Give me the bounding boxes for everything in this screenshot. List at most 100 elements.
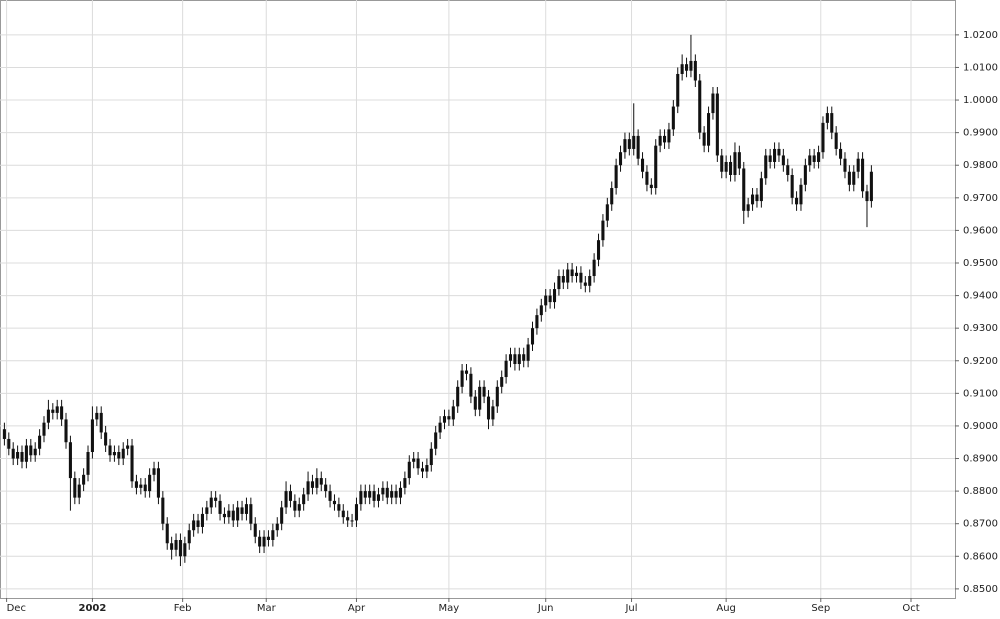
candle-body (372, 491, 376, 501)
candle-body (504, 360, 508, 378)
candle-body (548, 295, 552, 303)
candle-body (843, 158, 847, 172)
y-tick-label: 0.9300 (963, 323, 998, 334)
candle-body (73, 478, 77, 498)
candle-body (315, 478, 319, 488)
candle-body (82, 474, 86, 485)
candle-body (596, 240, 601, 260)
candle-body (293, 500, 297, 511)
candle-body (390, 491, 394, 498)
candles (2, 34, 873, 567)
x-tick-label: Dec (7, 603, 26, 614)
candle-body (7, 438, 11, 449)
candle-body (680, 64, 684, 74)
candle-body (517, 354, 521, 365)
candle-body (865, 191, 869, 202)
grid (0, 0, 959, 602)
candle-body (161, 497, 165, 524)
candle-body (632, 135, 636, 149)
candle-body (654, 145, 658, 189)
candle-body (244, 504, 248, 514)
candle-body (64, 419, 68, 443)
candle-body (636, 135, 640, 159)
candle-body (152, 468, 156, 475)
candle-body (478, 386, 482, 410)
candle-body (130, 445, 134, 482)
candle-body (645, 171, 649, 185)
candle-body (275, 523, 279, 531)
candle-body (662, 135, 667, 143)
candle-body (469, 373, 473, 397)
candle-body (557, 276, 561, 290)
candle-body (51, 409, 55, 413)
candle-body (262, 536, 266, 547)
candle-body (341, 510, 345, 518)
candle-body (742, 168, 746, 211)
candle-body (407, 461, 411, 479)
candle-body (707, 113, 711, 146)
candle-body (702, 132, 706, 146)
candle-body (442, 416, 447, 423)
candle-body (627, 139, 631, 149)
candle-body (825, 113, 829, 123)
candle-body (121, 448, 125, 459)
candle-body (803, 165, 807, 185)
candle-body (222, 513, 226, 518)
candle-body (134, 481, 138, 488)
candle-body (381, 487, 385, 495)
candle-body (288, 491, 293, 501)
candle-body (649, 184, 653, 189)
candle-body (583, 282, 587, 286)
candle-body (280, 507, 284, 524)
candle-body (156, 468, 160, 498)
candle-body (174, 539, 178, 550)
candle-body (698, 80, 702, 133)
candle-body (86, 452, 90, 475)
candle-body (808, 155, 812, 166)
candle-body (192, 520, 196, 531)
candle-body (570, 269, 574, 277)
candle-body (24, 445, 28, 462)
candle-body (671, 106, 675, 130)
candle-body (460, 370, 464, 387)
candle-body (29, 445, 33, 456)
candle-body (601, 220, 605, 241)
candle-body (112, 452, 116, 456)
plot-area (0, 0, 956, 599)
candle-body (839, 148, 843, 159)
candle-body (495, 386, 499, 407)
candle-body (209, 497, 213, 508)
candle-body (363, 491, 367, 498)
candle-body (526, 344, 530, 361)
candle-body (143, 484, 147, 492)
candle-body (438, 422, 442, 433)
candle-body (486, 396, 491, 420)
candle-body (530, 328, 535, 345)
candle-body (16, 452, 20, 459)
x-tick-label: Sep (811, 603, 830, 614)
candle-body (319, 478, 323, 485)
x-tick-label: May (439, 603, 460, 614)
candle-body (473, 396, 477, 410)
candle-body (544, 295, 548, 306)
candle-body (861, 158, 865, 192)
candle-body (178, 539, 182, 557)
candle-body (614, 165, 618, 189)
candle-body (605, 204, 609, 221)
candle-body (126, 445, 130, 449)
y-tick-label: 0.9100 (963, 388, 998, 399)
candle-body (148, 474, 152, 492)
candle-body (227, 510, 231, 518)
candle-body (552, 289, 557, 303)
candle-body (187, 530, 191, 544)
x-tick-label: Aug (716, 603, 736, 614)
candle-body (667, 129, 671, 143)
x-tick-label: Oct (902, 603, 919, 614)
candle-body (834, 132, 838, 149)
candle-body (777, 148, 781, 156)
y-tick-label: 0.9500 (963, 258, 998, 269)
candle-body (592, 259, 596, 277)
candle-body (306, 481, 310, 495)
